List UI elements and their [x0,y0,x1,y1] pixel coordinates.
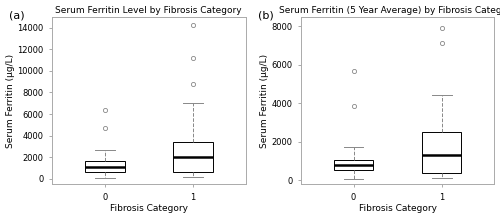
Title: Serum Ferritin (5 Year Average) by Fibrosis Category: Serum Ferritin (5 Year Average) by Fibro… [279,5,500,14]
PathPatch shape [173,142,212,172]
X-axis label: Fibrosis Category: Fibrosis Category [110,205,188,214]
PathPatch shape [85,161,124,172]
PathPatch shape [334,160,374,170]
Y-axis label: Serum Ferritin (µg/L): Serum Ferritin (µg/L) [6,53,15,148]
PathPatch shape [422,132,462,173]
Text: (b): (b) [258,10,274,20]
X-axis label: Fibrosis Category: Fibrosis Category [358,205,436,214]
Y-axis label: Serum Ferritin (µg/L): Serum Ferritin (µg/L) [260,53,268,148]
Title: Serum Ferritin Level by Fibrosis Category: Serum Ferritin Level by Fibrosis Categor… [56,5,242,14]
Text: (a): (a) [10,10,25,20]
